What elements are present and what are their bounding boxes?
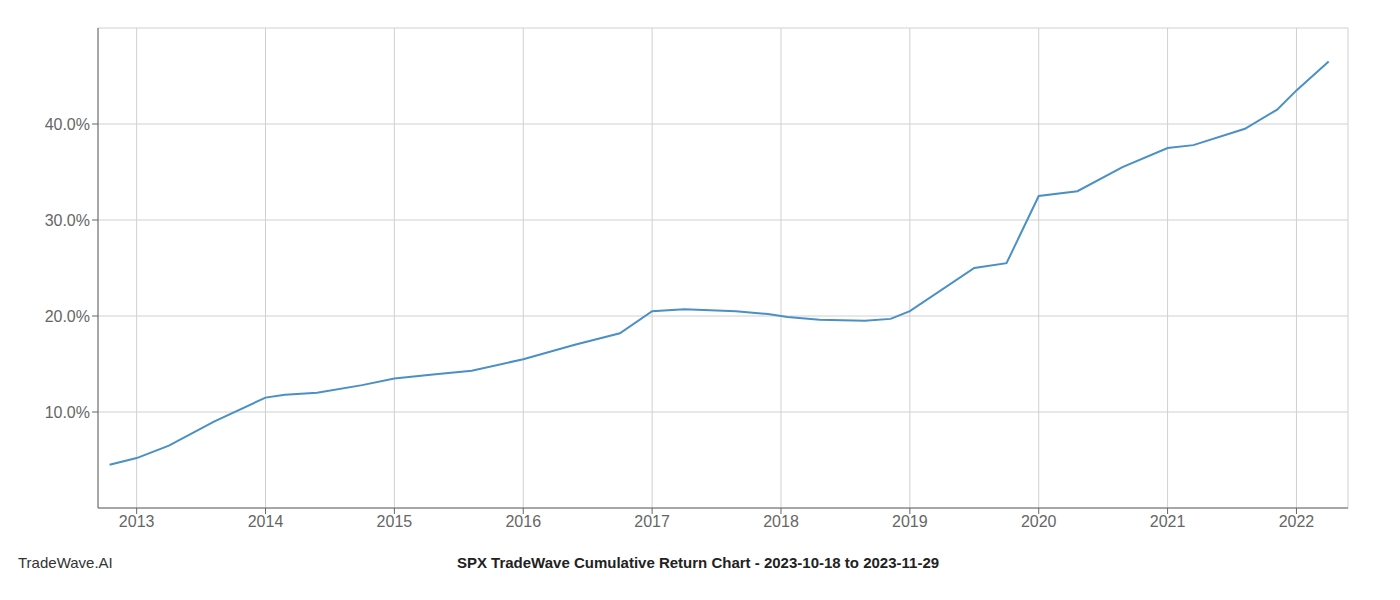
html-text:TradeWave.AI: TradeWave.AI bbox=[18, 554, 113, 571]
svg-text:40.0%: 40.0% bbox=[45, 116, 90, 133]
svg-text:2017: 2017 bbox=[634, 513, 670, 530]
svg-text:2015: 2015 bbox=[377, 513, 413, 530]
svg-text:2021: 2021 bbox=[1150, 513, 1186, 530]
svg-text:20.0%: 20.0% bbox=[45, 308, 90, 325]
svg-text:2019: 2019 bbox=[892, 513, 928, 530]
html-text:SPX TradeWave Cumulative Retur: SPX TradeWave Cumulative Return Chart - … bbox=[456, 554, 940, 571]
svg-text:2018: 2018 bbox=[763, 513, 799, 530]
svg-text:2014: 2014 bbox=[248, 513, 284, 530]
svg-text:2013: 2013 bbox=[119, 513, 155, 530]
svg-text:10.0%: 10.0% bbox=[45, 404, 90, 421]
svg-text:2016: 2016 bbox=[505, 513, 541, 530]
svg-text:2022: 2022 bbox=[1279, 513, 1315, 530]
svg-text:30.0%: 30.0% bbox=[45, 212, 90, 229]
svg-text:2020: 2020 bbox=[1021, 513, 1057, 530]
